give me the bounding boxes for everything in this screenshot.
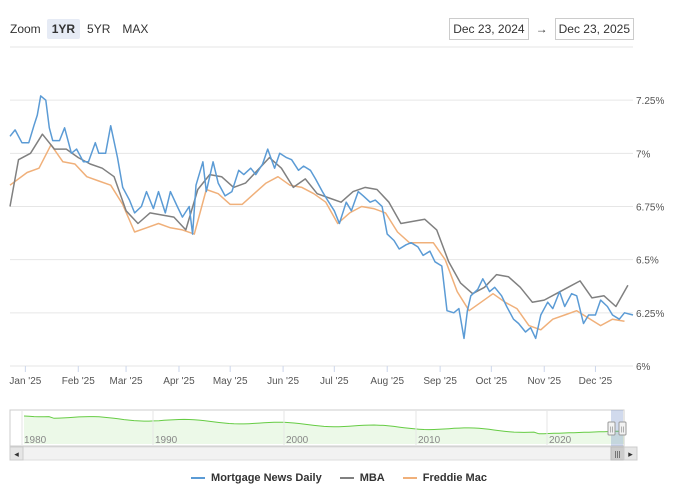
navigator-selection xyxy=(611,410,623,446)
series-line-freddie xyxy=(9,144,625,331)
zoom-label: Zoom xyxy=(10,22,41,36)
navigator-handle-grip: || xyxy=(621,427,625,433)
x-tick-label: Dec '25 xyxy=(579,376,613,387)
legend-swatch-freddie xyxy=(402,477,417,479)
x-tick-label: Feb '25 xyxy=(62,376,95,387)
y-tick-label: 6.75% xyxy=(636,203,664,214)
grid-lines xyxy=(10,46,633,367)
x-tick-label: Mar '25 xyxy=(110,376,143,387)
x-axis: Jan '25 Feb '25 Mar '25 Apr '25 May '25 Jun '… xyxy=(9,366,613,387)
y-tick-label: 6.25% xyxy=(636,309,664,320)
x-tick-label: Jan '25 xyxy=(9,376,41,387)
y-tick-label: 7.25% xyxy=(636,96,664,107)
x-tick-label: Sep '25 xyxy=(423,376,457,387)
navigator-tick-label: 1980 xyxy=(24,435,47,446)
scrollbar-right-button xyxy=(623,446,638,461)
navigator-frame xyxy=(9,409,625,447)
x-tick-label: Aug '25 xyxy=(370,376,404,387)
y-tick-label: 6.5% xyxy=(636,256,659,267)
series-line-mba xyxy=(9,133,629,308)
scrollbar-left-button xyxy=(9,446,24,461)
y-tick-label: 7% xyxy=(636,149,651,160)
navigator: 1980 1990 2000 2010 2020 || || ◂ ||| ▸ xyxy=(9,409,638,461)
navigator-handle-right xyxy=(618,421,627,436)
zoom-1yr-button[interactable]: 1YR xyxy=(46,19,81,39)
scrollbar-track xyxy=(9,446,625,461)
navigator-tick-label: 1990 xyxy=(155,435,178,446)
x-tick-label: May '25 xyxy=(213,376,248,387)
range-to-input[interactable]: Dec 23, 2025 xyxy=(554,18,634,40)
legend-item-mba[interactable]: MBA xyxy=(339,472,385,484)
navigator-tick-label: 2000 xyxy=(286,435,309,446)
scroll-left-icon: ◂ xyxy=(14,450,19,460)
series-lines xyxy=(9,95,634,340)
scroll-right-icon: ▸ xyxy=(628,450,633,460)
legend-label-freddie: Freddie Mac xyxy=(422,472,487,484)
legend: Mortgage News Daily MBA Freddie Mac xyxy=(0,472,678,484)
x-tick-label: Jul '25 xyxy=(320,376,349,387)
legend-item-freddie[interactable]: Freddie Mac xyxy=(402,472,487,484)
navigator-tick-label: 2010 xyxy=(418,435,441,446)
legend-label-mba: MBA xyxy=(359,472,385,484)
x-tick-label: Nov '25 xyxy=(527,376,561,387)
y-axis: 7.25% 7% 6.75% 6.5% 6.25% 6% xyxy=(636,96,664,373)
navigator-tick-label: 2020 xyxy=(549,435,572,446)
navigator-line xyxy=(23,415,625,435)
y-tick-label: 6% xyxy=(636,362,651,373)
zoom-max-button[interactable]: MAX xyxy=(122,22,149,36)
zoom-bar: Zoom 1YR 5YR MAX xyxy=(10,19,155,39)
navigator-handle-left xyxy=(607,421,616,436)
date-range: Dec 23, 2024 → Dec 23, 2025 xyxy=(449,18,634,40)
legend-swatch-mba xyxy=(339,477,354,479)
navigator-area xyxy=(24,416,624,444)
x-tick-label: Apr '25 xyxy=(163,376,195,387)
x-tick-label: Jun '25 xyxy=(267,376,299,387)
series-line-mnd xyxy=(9,95,634,340)
scrollbar-thumb-grip: ||| xyxy=(615,452,621,459)
zoom-5yr-button[interactable]: 5YR xyxy=(87,22,111,36)
range-arrow-icon: → xyxy=(535,22,548,36)
legend-label-mnd: Mortgage News Daily xyxy=(211,472,322,484)
legend-item-mnd[interactable]: Mortgage News Daily xyxy=(191,472,322,484)
legend-swatch-mnd xyxy=(191,477,206,479)
navigator-handle-grip: || xyxy=(610,427,614,433)
range-from-input[interactable]: Dec 23, 2024 xyxy=(449,18,529,40)
x-tick-label: Oct '25 xyxy=(476,376,508,387)
